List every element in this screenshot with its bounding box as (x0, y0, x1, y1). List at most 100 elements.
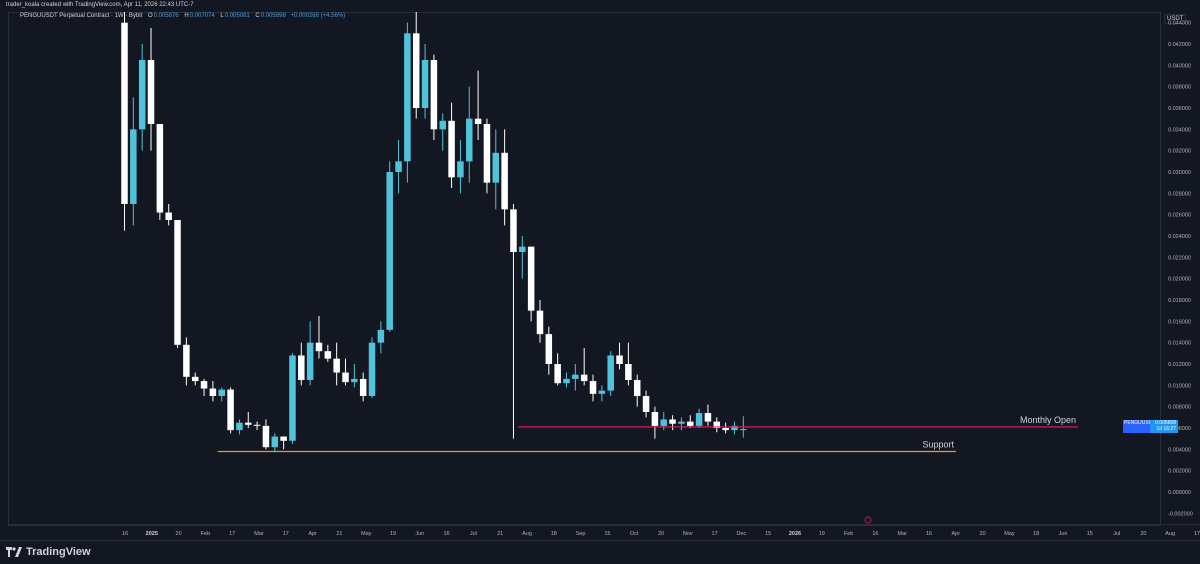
x-tick-label: Apr (308, 531, 317, 537)
candle-body (678, 421, 685, 424)
candle-body (333, 358, 340, 373)
candle-body (421, 60, 429, 108)
y-tick-label: 0.016000 (1168, 319, 1191, 325)
candle-body (669, 419, 676, 424)
candle-body (625, 364, 632, 380)
y-tick-label: 0.006000 (1168, 426, 1191, 432)
y-tick-label: 0.034000 (1168, 127, 1191, 133)
symbol-title[interactable]: PENGUUSDT Perpetual Contract · 1W · Bybi… (20, 13, 143, 19)
candle-body (227, 389, 234, 431)
y-tick-label: 0.026000 (1168, 213, 1191, 219)
candle-body (536, 310, 544, 335)
x-tick-label: May (1004, 531, 1015, 537)
candle-body (589, 381, 597, 394)
candle-body (191, 376, 199, 382)
currency-label[interactable]: USDT (1164, 14, 1187, 24)
low-value: 0.005081 (224, 13, 250, 19)
x-tick-label: Mar (254, 531, 264, 537)
y-tick-label: 0.040000 (1168, 63, 1191, 69)
candle-body (138, 60, 146, 130)
x-tick-label: Oct (630, 531, 639, 537)
candle-body (616, 355, 623, 364)
y-tick-label: 0.020000 (1168, 277, 1191, 283)
candle-body (545, 334, 553, 364)
low-label: L (220, 13, 224, 19)
candle-body (492, 152, 500, 183)
candle-body (439, 120, 446, 130)
close-label: C (255, 13, 260, 19)
high-value: 0.007074 (189, 13, 215, 19)
chart-area[interactable] (8, 12, 1161, 526)
y-tick-label: 0.028000 (1168, 191, 1191, 197)
candle-body (704, 413, 712, 422)
tradingview-logo[interactable]: TradingView (6, 546, 91, 558)
y-tick-label: 0.036000 (1168, 106, 1191, 112)
candle-body (740, 429, 747, 431)
candle-body (315, 342, 323, 352)
event-marker-icon (864, 516, 872, 524)
y-tick-label: 0.004000 (1168, 447, 1191, 453)
y-tick-label: 0.018000 (1168, 298, 1191, 304)
x-tick-label: 21 (497, 531, 503, 537)
price-axis[interactable] (1160, 12, 1200, 524)
candle-body (527, 246, 535, 311)
candle-body (218, 389, 225, 396)
x-tick-label: 20 (658, 531, 664, 537)
y-tick-label: 0.038000 (1168, 85, 1191, 91)
x-tick-label: 15 (604, 531, 610, 537)
candle-body (271, 436, 279, 448)
candle-body (342, 372, 349, 383)
y-tick-label: 0.010000 (1168, 383, 1191, 389)
candle-body (722, 428, 729, 431)
y-tick-label: 0.030000 (1168, 170, 1191, 176)
candle-body (448, 120, 455, 178)
x-tick-label: 16 (926, 531, 932, 537)
candle-body (289, 355, 296, 441)
x-tick-label: 18 (1033, 531, 1039, 537)
candle-body (660, 419, 667, 426)
candle-body (695, 413, 703, 426)
tradingview-icon (6, 547, 22, 557)
x-tick-label: Jul (1113, 531, 1120, 537)
candle-body (147, 60, 155, 124)
candle-body (519, 246, 526, 252)
candle-body (245, 422, 252, 425)
candle-body (642, 396, 650, 412)
y-tick-label: 0.000000 (1168, 490, 1191, 496)
y-tick-label: 0.044000 (1168, 21, 1191, 27)
candle-body (687, 421, 694, 426)
candle-body (501, 152, 508, 210)
x-tick-label: 17 (1194, 531, 1200, 537)
x-tick-label: 2025 (146, 531, 158, 537)
x-tick-label: 15 (1087, 531, 1093, 537)
candle-body (580, 374, 588, 382)
x-tick-label: 20 (1140, 531, 1146, 537)
candle-body (395, 161, 402, 172)
candle-body (572, 374, 579, 379)
candle-body (298, 355, 305, 380)
x-tick-label: 19 (819, 531, 825, 537)
x-tick-label: Aug (1165, 531, 1175, 537)
candle-body (457, 161, 464, 178)
time-axis[interactable] (8, 524, 1200, 541)
candle-body (412, 33, 420, 109)
candlestick-chart[interactable]: 0.044000 0.042000 0.040000 0.038000 0.036000… (0, 0, 1200, 540)
candle-body (474, 118, 482, 124)
candle-body (200, 381, 208, 389)
candle-body (404, 33, 411, 162)
x-tick-label: Mar (897, 531, 907, 537)
candle-body (607, 355, 614, 391)
candle-body (633, 380, 641, 396)
candle-body (236, 422, 243, 431)
x-tick-label: 20 (980, 531, 986, 537)
attribution-text: trader_koala created with TradingView.co… (6, 2, 194, 8)
y-tick-label: 0.002000 (1168, 469, 1191, 475)
footer: TradingView (0, 540, 1200, 564)
monthly-open-label: Monthly Open (1020, 415, 1076, 425)
y-tick-label: -0.002000 (1168, 511, 1193, 517)
candle-body (510, 209, 517, 252)
x-tick-label: Feb (201, 531, 210, 537)
open-value: 0.005876 (153, 13, 179, 19)
x-tick-label: Nov (683, 531, 693, 537)
x-tick-label: 16 (872, 531, 878, 537)
